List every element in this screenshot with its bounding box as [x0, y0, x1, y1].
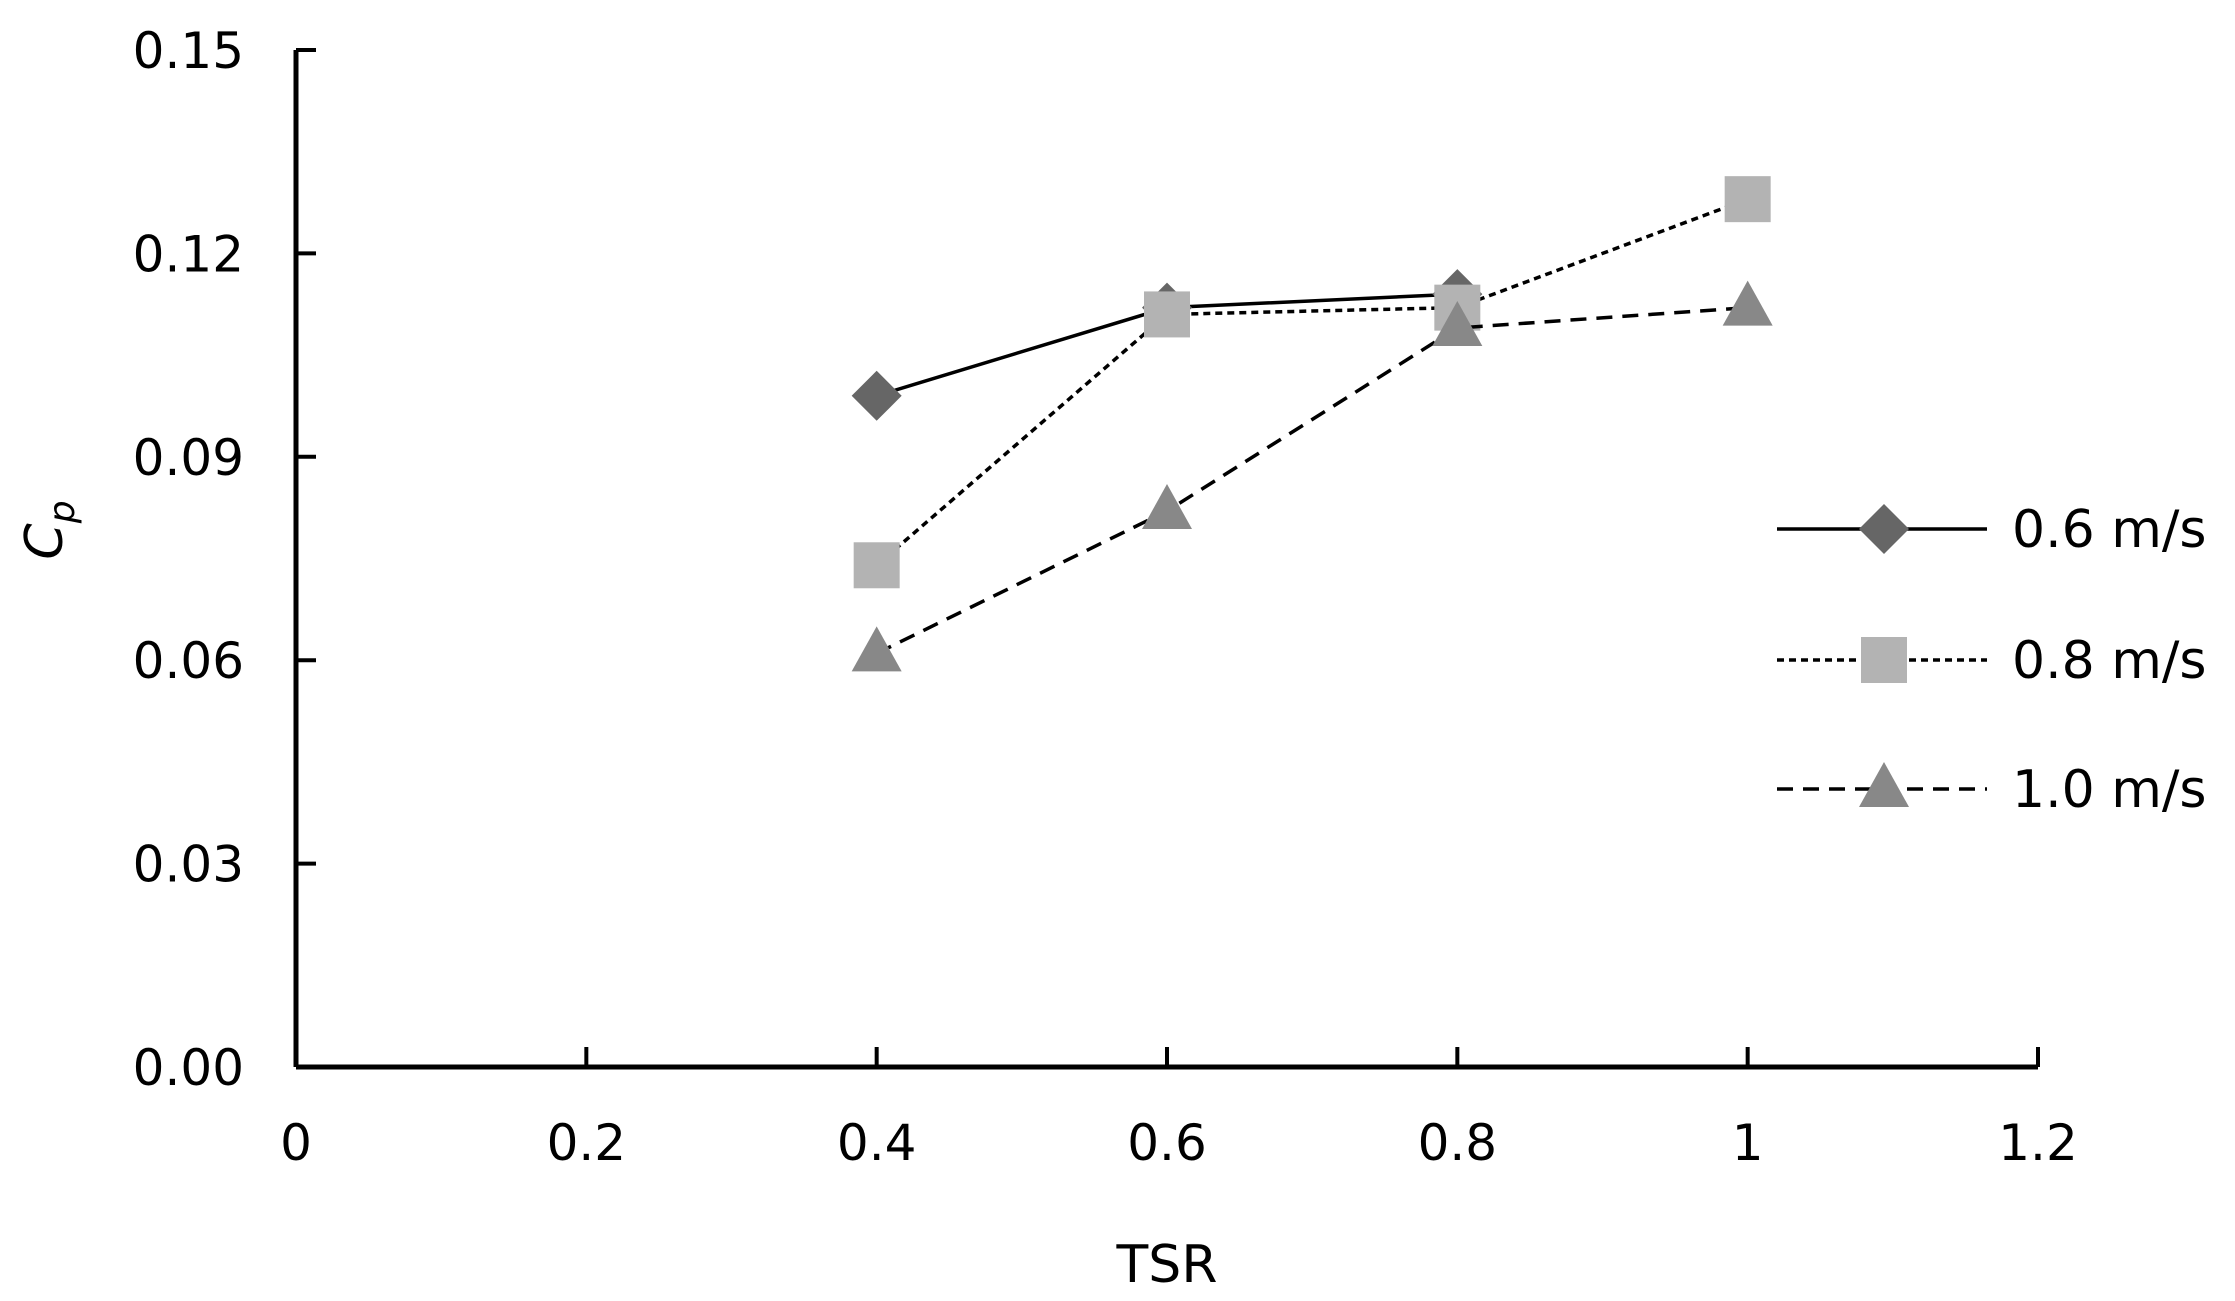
y-axis-ticks: 0.00 0.03 0.06 0.09 0.12 0.15 [133, 22, 316, 1097]
series-square [853, 176, 1771, 589]
y-tick-label: 0.06 [133, 632, 244, 690]
data-point-square [853, 542, 900, 589]
data-point-triangle [1722, 280, 1773, 326]
y-tick-label: 0.12 [133, 225, 244, 283]
y-axis-title-main: C [15, 523, 75, 560]
legend-marker-diamond [1859, 504, 1909, 554]
data-point-triangle [851, 626, 902, 672]
x-axis-title: TSR [1116, 1235, 1218, 1295]
x-tick-label: 0.8 [1418, 1114, 1498, 1172]
legend-marker-square [1861, 637, 1907, 683]
x-tick-label: 0 [280, 1114, 312, 1172]
legend: 0.6 m/s 0.8 m/s 1.0 m/s [1777, 500, 2207, 820]
y-axis-title-sub: p [42, 500, 83, 524]
x-tick-label: 1 [1732, 1114, 1764, 1172]
series-layer [851, 176, 1773, 672]
x-tick-label: 0.4 [837, 1114, 917, 1172]
y-tick-label: 0.09 [133, 429, 244, 487]
series-line [875, 197, 1749, 567]
series-triangle [851, 280, 1773, 672]
y-tick-label: 0.03 [133, 836, 244, 894]
data-point-square [1144, 291, 1190, 338]
data-point-square [1724, 176, 1771, 223]
legend-label: 0.8 m/s [2012, 631, 2207, 691]
data-point-triangle [1142, 484, 1192, 530]
x-tick-label: 0.2 [547, 1114, 627, 1172]
legend-label: 1.0 m/s [2012, 760, 2207, 820]
y-tick-label: 0.15 [133, 22, 244, 80]
y-tick-label: 0.00 [133, 1039, 244, 1097]
data-point-diamond [851, 370, 902, 421]
x-axis-ticks: 0 0.2 0.4 0.6 0.8 1 1.2 [280, 1047, 2078, 1172]
series-line [875, 305, 1748, 655]
axes [293, 50, 2038, 1070]
x-tick-label: 0.6 [1127, 1114, 1207, 1172]
legend-marker-triangle [1859, 762, 1909, 807]
legend-label: 0.6 m/s [2012, 500, 2207, 560]
y-axis-title: Cp [15, 500, 83, 559]
x-tick-label: 1.2 [1998, 1114, 2078, 1172]
data-point-triangle [1432, 300, 1483, 346]
